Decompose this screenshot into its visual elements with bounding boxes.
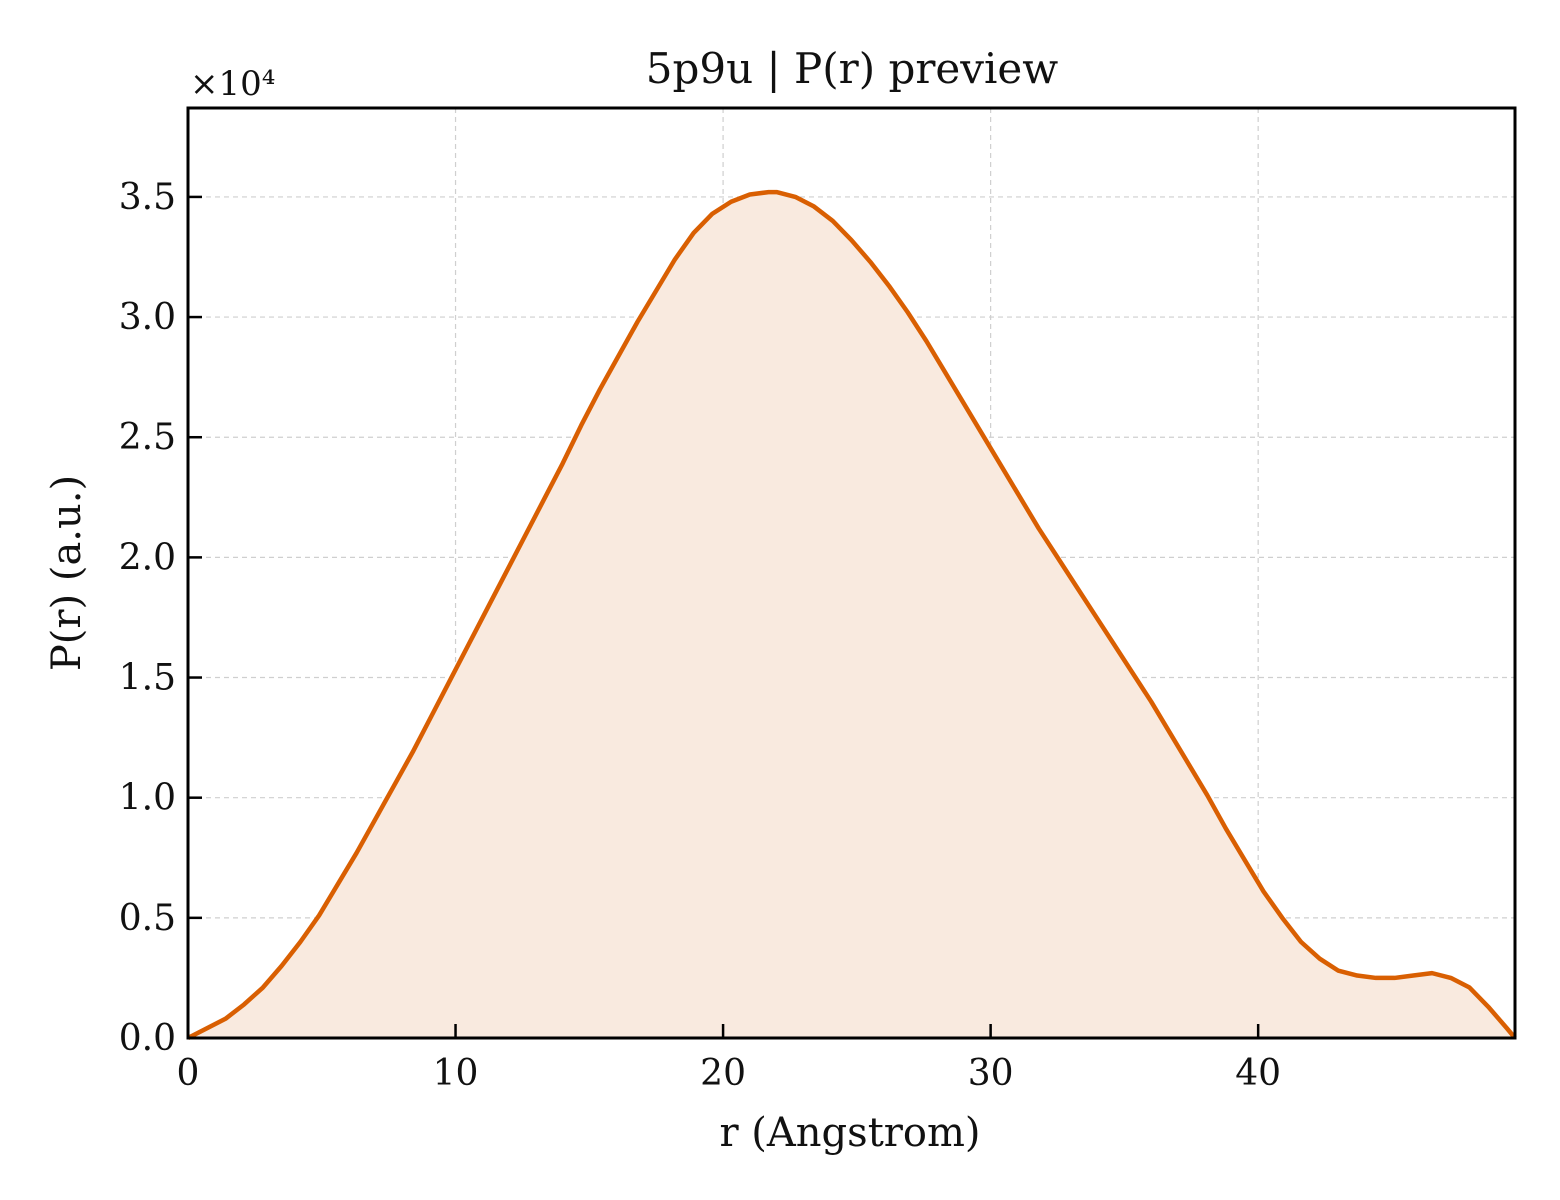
y-tick-label: 0.5	[119, 898, 176, 939]
y-tick-label: 0.0	[119, 1018, 176, 1059]
axis-ticks: 0 10 20 30 40 0.0 0.5 1.0 1.5 2.0 2.5 3.0 3.5	[119, 177, 1281, 1094]
x-tick-label: 0	[177, 1053, 200, 1094]
y-tick-label: 1.5	[119, 658, 176, 699]
plot-area	[186, 189, 1517, 1041]
x-tick-label: 20	[700, 1053, 746, 1094]
x-tick-label: 10	[433, 1053, 479, 1094]
y-axis-label: P(r) (a.u.)	[44, 475, 90, 671]
y-multiplier-label: ×10⁴	[190, 64, 275, 104]
y-tick-label: 1.0	[119, 778, 176, 819]
y-tick-label: 2.0	[119, 537, 176, 578]
x-axis-label: r (Angstrom)	[719, 1110, 980, 1156]
y-tick-label: 2.5	[119, 417, 176, 458]
series-fill	[188, 192, 1515, 1039]
y-tick-label: 3.0	[119, 297, 176, 338]
x-tick-label: 30	[968, 1053, 1014, 1094]
x-tick-label: 40	[1235, 1053, 1281, 1094]
series-line	[186, 189, 1517, 1041]
y-tick-label: 3.5	[119, 177, 176, 218]
axes-frame	[186, 106, 1517, 1040]
chart-title: 5p9u | P(r) preview	[646, 44, 1059, 93]
